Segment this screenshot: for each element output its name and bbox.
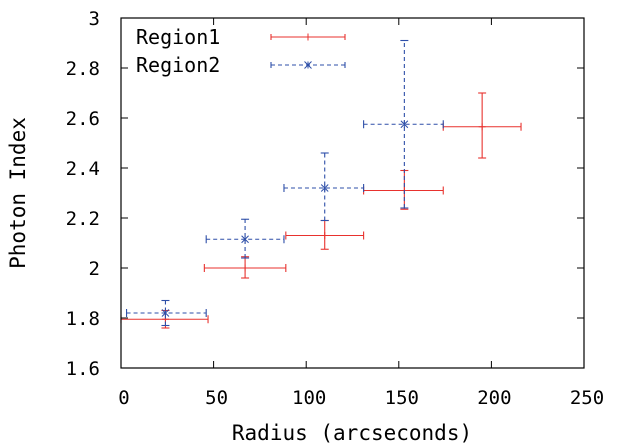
x-tick-label: 200 [477,387,511,409]
data-point [478,123,486,131]
series-layer [120,39,522,329]
y-tick-label: 1.8 [66,308,100,330]
x-tick-label: 50 [205,387,228,409]
data-point [400,120,409,129]
data-point [161,309,170,317]
x-tick-label: 100 [292,387,326,409]
plot-frame [120,17,585,369]
series-region1 [120,92,522,329]
error-bar [363,39,444,209]
data-point [321,232,329,239]
y-tick-label: 2 [89,258,100,280]
error-bar [363,169,444,210]
legend-marker [304,61,312,69]
y-tick-label: 2.2 [66,208,100,230]
data-point [241,235,249,244]
legend-label: Region2 [136,53,220,77]
x-tick-label: 150 [385,387,419,409]
legend-marker [304,33,312,41]
data-point [241,264,249,272]
data-point [320,184,329,192]
tick-layer: 0 50 100 150 200 250 1.6 1.8 2 2.2 2.4 2.6 2.8 3 [66,8,604,409]
error-bar [283,152,365,222]
y-tick-label: 2.6 [66,108,100,130]
y-tick-label: 2.8 [66,58,100,80]
x-axis-label: Radius (arcseconds) [232,421,472,445]
series-region2 [126,39,444,327]
y-tick-label: 3 [89,8,100,30]
legend: Region1 Region2 [136,25,346,77]
y-axis-label: Photon Index [6,117,30,269]
y-tick-label: 2.4 [66,158,100,180]
legend-label: Region1 [136,25,220,49]
x-tick-label: 250 [570,387,604,409]
x-tick-label: 0 [118,387,129,409]
y-tick-label: 1.6 [66,358,100,380]
error-bar [126,299,207,327]
